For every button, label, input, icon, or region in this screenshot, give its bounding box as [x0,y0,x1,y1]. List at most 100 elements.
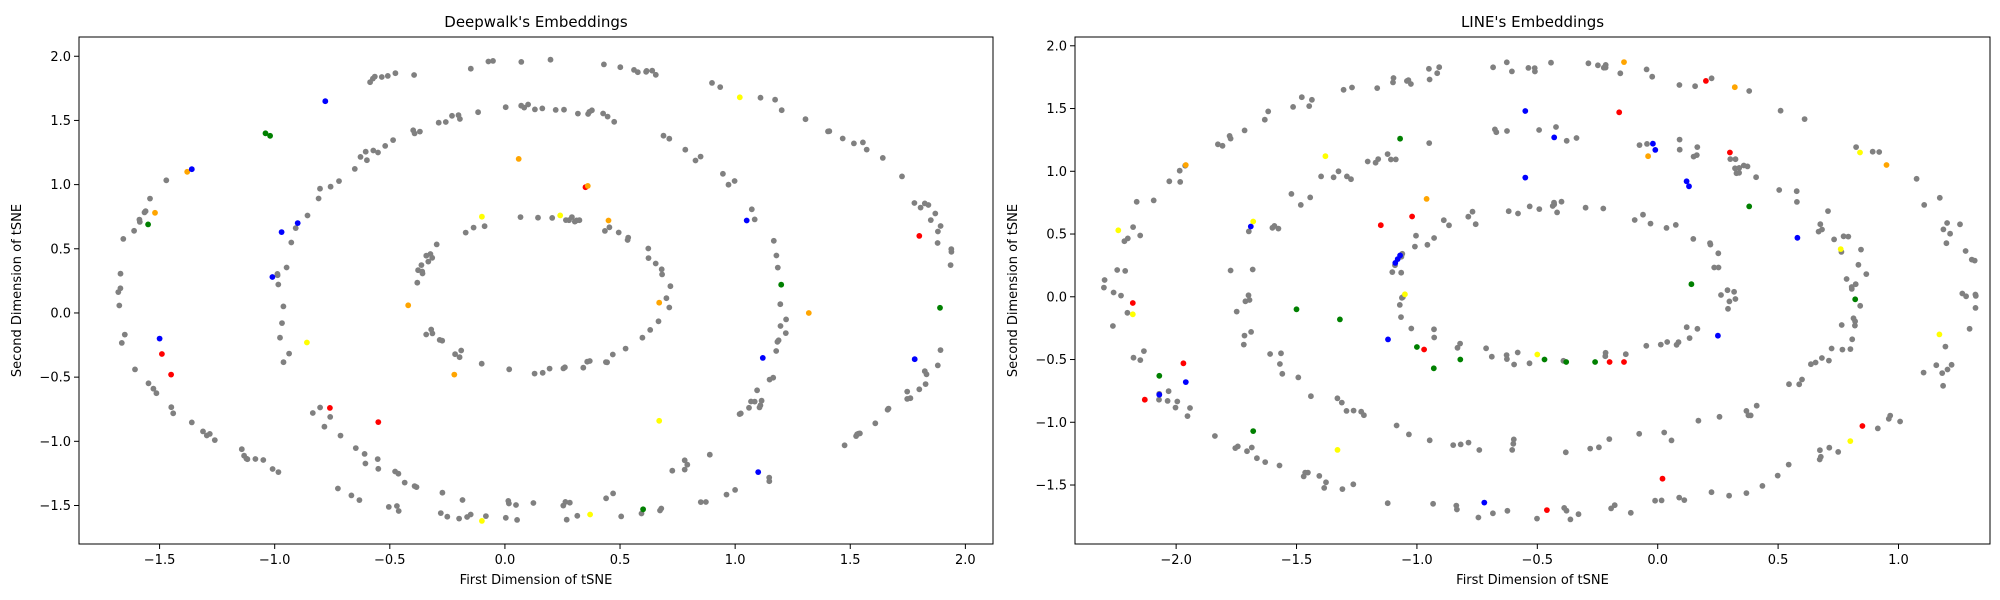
data-point-blue [1385,336,1391,343]
data-point-green [267,132,273,139]
data-point [563,516,570,523]
data-point [439,489,446,496]
data-point [1732,296,1739,302]
data-point [1298,94,1305,101]
data-point [697,153,704,160]
data-point [370,147,377,154]
data-point [1490,64,1496,71]
data-point [1532,68,1538,75]
data-point [1819,355,1825,361]
data-point-blue [278,229,285,236]
data-point-red [1377,222,1384,229]
data-point [395,508,402,514]
data-point [357,154,364,160]
data-point [1454,344,1461,351]
data-point [1130,354,1137,361]
data-point [1389,269,1396,275]
data-point [1249,266,1256,273]
data-point [1947,230,1953,237]
data-point [732,487,738,493]
data-point [1774,472,1781,479]
data-point [392,70,399,77]
data-point [364,157,370,164]
data-point-red [327,405,333,411]
data-point-yellow [1115,227,1122,234]
y-tick-label: 1.5 [1046,102,1067,117]
data-point [916,386,923,393]
data-point [435,119,442,126]
data-point [1815,228,1822,235]
data-point [1343,408,1350,414]
chart-title: LINE's Embeddings [1461,13,1604,31]
data-point [1636,430,1643,437]
scatter-points [1101,59,1979,523]
data-point [532,106,538,113]
data-point [335,485,341,492]
data-point [758,397,765,404]
data-point [625,234,632,241]
data-point [615,229,622,236]
data-point [773,348,780,354]
data-point [1307,194,1314,201]
data-point [121,331,128,338]
data-point [681,457,688,464]
data-point [1242,298,1249,305]
data-point [1812,359,1819,366]
data-point [1344,173,1350,180]
data-point [1715,250,1722,257]
data-point [659,271,665,278]
data-point [1845,233,1852,240]
x-tick-label: −1.5 [1281,553,1313,568]
data-point [1573,135,1580,141]
data-point [1510,436,1517,443]
data-point [1627,509,1634,516]
data-point [697,499,704,505]
axes-frame [78,36,994,545]
data-point [1711,264,1718,271]
data-point [1753,174,1759,181]
data-point [923,371,930,378]
data-point [1676,136,1683,143]
data-point [658,266,665,273]
data-point [481,223,488,230]
x-tick-label: 0.5 [1768,553,1789,568]
data-point-red [1129,300,1136,306]
data-point [1732,156,1739,163]
data-point [1661,429,1668,436]
data-point [1727,156,1734,163]
data-point [1724,287,1731,294]
data-point [1716,413,1723,420]
y-tick-label: −0.5 [39,371,71,386]
data-point [1644,141,1650,147]
data-point [427,251,434,257]
data-point-yellow [557,212,564,219]
data-point-orange [605,217,612,224]
data-point [1176,167,1183,174]
data-point [782,330,789,336]
data-point [1174,398,1181,405]
data-point [120,236,127,242]
data-point [145,380,152,387]
data-point [1793,188,1800,195]
axes-frame [1074,36,1991,545]
data-point-yellow [1334,447,1341,453]
data-point [1534,515,1540,522]
data-point [1510,440,1517,447]
data-point [1855,261,1862,268]
data-point [1426,437,1433,444]
data-point [1759,483,1766,489]
data-point [1553,124,1559,130]
data-point-green [1337,316,1343,323]
data-point [286,350,292,357]
data-point [1921,202,1928,208]
data-point [361,451,368,457]
data-point [132,366,138,373]
data-point [1690,236,1697,242]
data-point-blue [294,220,301,227]
subplot-1: Deepwalk's Embeddings −1.5 −1.0 −0.5 0.0 0.5 1… [10,13,994,588]
data-point [1426,140,1433,147]
data-point [1110,289,1117,296]
data-point [1733,170,1740,177]
data-point [168,404,175,411]
data-point [1600,64,1607,71]
